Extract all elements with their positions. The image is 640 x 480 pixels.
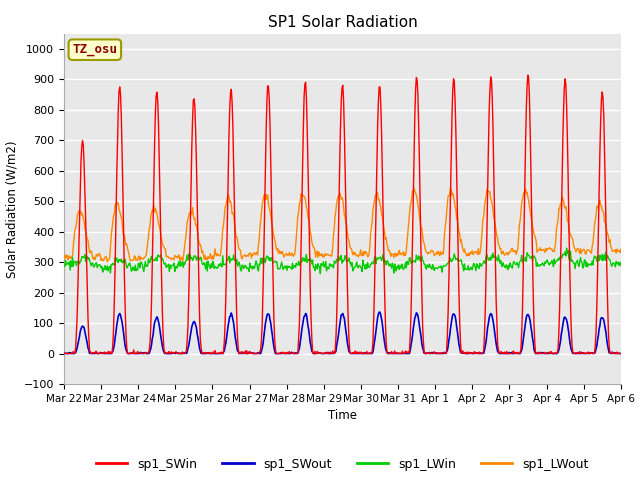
sp1_SWout <box>60 350 68 356</box>
sp1_LWin <box>411 258 419 264</box>
sp1_SWout <box>412 313 419 319</box>
sp1_SWout <box>428 349 436 355</box>
sp1_SWout <box>617 351 625 357</box>
sp1_SWin <box>411 113 419 119</box>
sp1_SWin <box>214 351 222 357</box>
sp1_LWout <box>70 235 78 241</box>
sp1_LWin <box>60 263 68 268</box>
sp1_LWout <box>60 254 68 260</box>
sp1_SWin <box>617 351 625 357</box>
sp1_SWin <box>60 350 68 356</box>
sp1_LWout <box>214 252 222 258</box>
sp1_LWin <box>184 257 192 263</box>
sp1_LWin <box>214 265 221 271</box>
sp1_LWout <box>617 246 625 252</box>
sp1_LWout <box>410 185 418 191</box>
sp1_SWin <box>71 351 79 357</box>
sp1_SWin <box>428 351 435 357</box>
sp1_SWin <box>128 350 136 356</box>
Line: sp1_LWin: sp1_LWin <box>64 248 621 274</box>
Line: sp1_SWin: sp1_SWin <box>64 75 621 354</box>
sp1_LWin <box>317 271 324 276</box>
sp1_LWout <box>412 190 419 196</box>
sp1_LWout <box>185 214 193 219</box>
Title: SP1 Solar Radiation: SP1 Solar Radiation <box>268 15 417 30</box>
Y-axis label: Solar Radiation (W/m2): Solar Radiation (W/m2) <box>5 140 19 277</box>
X-axis label: Time: Time <box>328 409 357 422</box>
sp1_LWin <box>127 268 135 274</box>
sp1_SWin <box>61 351 69 357</box>
Text: TZ_osu: TZ_osu <box>72 43 117 56</box>
sp1_SWin <box>524 72 532 78</box>
sp1_LWin <box>563 245 570 251</box>
sp1_SWout <box>214 351 222 357</box>
Line: sp1_SWout: sp1_SWout <box>64 312 621 354</box>
sp1_SWout <box>128 350 136 356</box>
sp1_SWout <box>61 351 69 357</box>
sp1_SWout <box>185 343 193 349</box>
sp1_LWin <box>428 265 435 271</box>
sp1_LWout <box>128 258 136 264</box>
sp1_SWin <box>185 297 193 302</box>
sp1_LWout <box>428 247 436 253</box>
sp1_LWin <box>70 259 78 264</box>
Line: sp1_LWout: sp1_LWout <box>64 188 621 262</box>
sp1_LWout <box>104 259 111 265</box>
sp1_LWin <box>617 263 625 268</box>
sp1_SWout <box>375 309 383 315</box>
Legend: sp1_SWin, sp1_SWout, sp1_LWin, sp1_LWout: sp1_SWin, sp1_SWout, sp1_LWin, sp1_LWout <box>91 453 594 476</box>
sp1_SWout <box>71 350 79 356</box>
